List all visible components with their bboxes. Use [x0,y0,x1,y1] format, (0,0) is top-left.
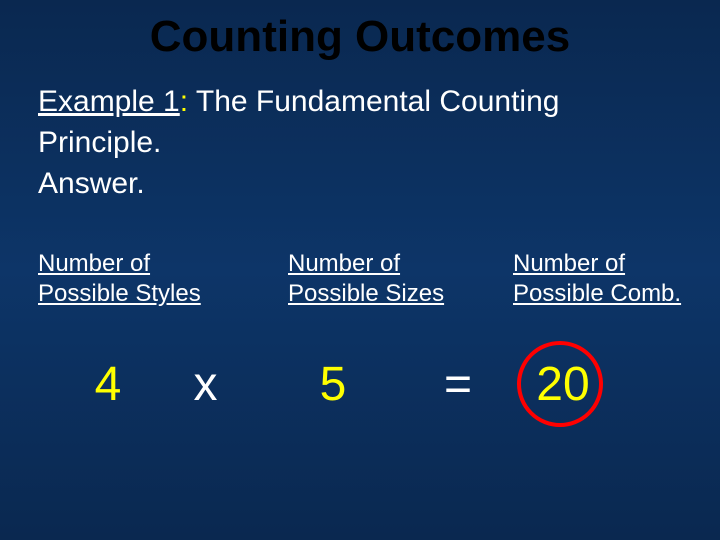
value-sizes: 5 [263,357,403,412]
slide-title: Counting Outcomes [0,0,720,82]
values-row: 4 x 5 = 20 [38,339,682,429]
label-comb-line1: Number of [513,250,625,277]
column-labels-row: Number of Possible Styles Number of Poss… [38,249,682,309]
slide-content: Example 1: The Fundamental Counting Prin… [0,82,720,429]
answer-label: Answer. [38,167,682,201]
value-result: 20 [536,357,589,412]
example-label: Example 1 [38,85,180,118]
example-line: Example 1: The Fundamental Counting Prin… [38,82,682,163]
label-sizes-line2: Possible Sizes [288,280,444,307]
label-sizes-line1: Number of [288,250,400,277]
label-styles-line1: Number of [38,250,150,277]
operator-times: x [148,357,263,412]
label-styles-line2: Possible Styles [38,280,201,307]
label-styles: Number of Possible Styles [38,249,288,309]
operator-equals: = [403,357,513,412]
value-styles: 4 [38,357,148,412]
label-combinations: Number of Possible Comb. [513,249,682,309]
example-colon: : [180,85,188,118]
label-sizes: Number of Possible Sizes [288,249,513,309]
result-wrap: 20 [513,339,613,429]
label-comb-line2: Possible Comb. [513,280,681,307]
